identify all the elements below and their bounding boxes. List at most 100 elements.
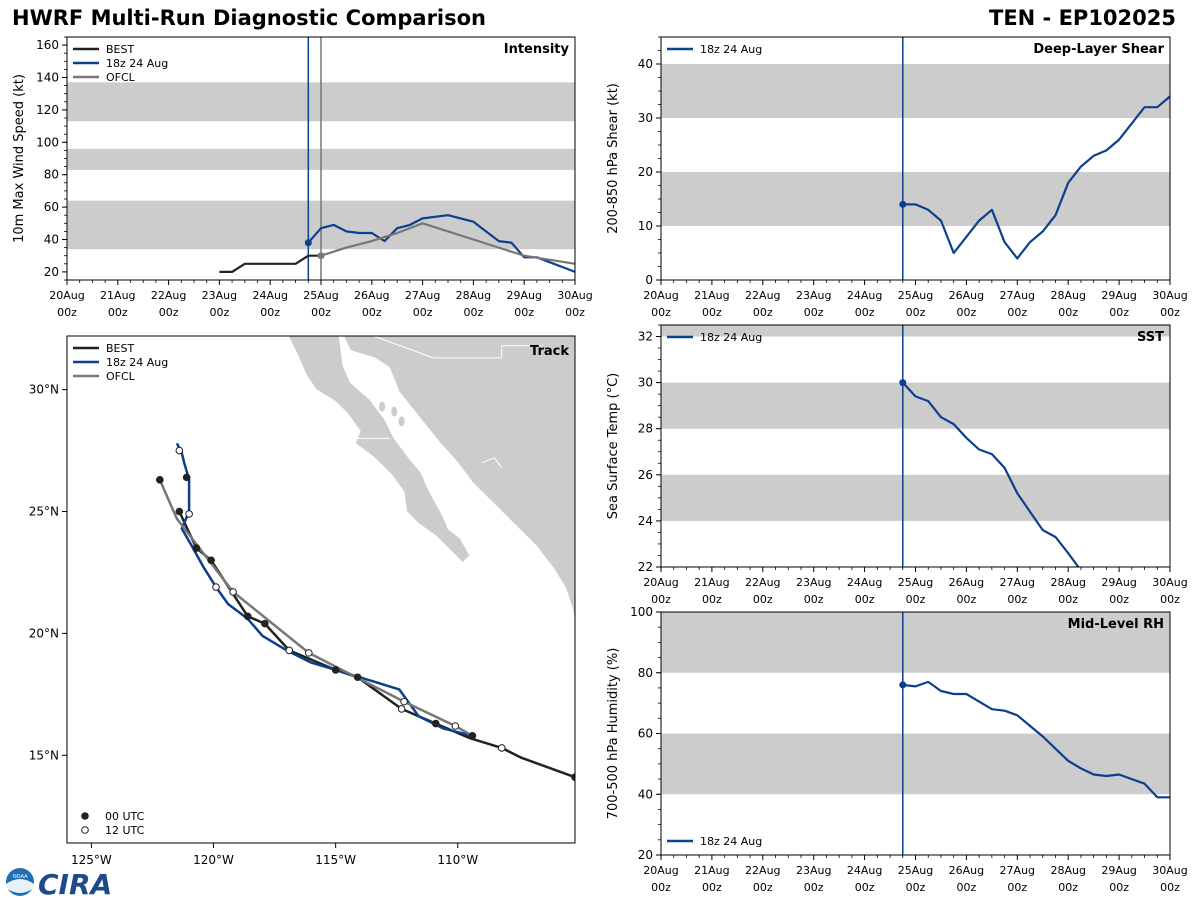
x-tick-day: 27Aug	[1000, 576, 1035, 589]
shaded-band	[661, 474, 1170, 521]
lat-tick-label: 25°N	[29, 505, 59, 519]
series-start-marker	[304, 239, 312, 247]
island	[379, 401, 386, 412]
y-tick-label: 100	[630, 605, 653, 619]
lon-tick-label: 110°W	[437, 853, 478, 867]
x-tick-day: 26Aug	[949, 864, 984, 877]
x-tick-day: 21Aug	[694, 289, 729, 302]
shaded-band	[661, 612, 1170, 673]
x-tick-day: 24Aug	[252, 289, 287, 302]
track-marker-filled	[331, 666, 340, 674]
y-tick-label: 26	[638, 468, 653, 482]
x-tick-day: 20Aug	[49, 289, 84, 302]
x-tick-day: 26Aug	[949, 289, 984, 302]
track-marker-filled	[571, 773, 575, 781]
series-line-run	[902, 95, 1171, 260]
track-marker-filled	[182, 473, 191, 482]
y-tick-label: 100	[36, 135, 59, 149]
x-tick-hour: 00z	[1007, 881, 1027, 894]
series-line-ofcl	[320, 222, 576, 265]
x-tick-day: 28Aug	[1050, 576, 1085, 589]
series-line-best	[219, 254, 321, 273]
x-tick-hour: 00z	[957, 306, 977, 319]
track-marker-open	[400, 697, 408, 706]
country-border	[372, 336, 544, 359]
land-mainland	[343, 336, 575, 625]
x-tick-hour: 00z	[804, 593, 824, 606]
x-tick-hour: 00z	[753, 593, 773, 606]
track-marker-filled	[261, 619, 269, 628]
lon-tick-label: 115°W	[315, 853, 356, 867]
x-tick-hour: 00z	[702, 593, 722, 606]
panel-title: Intensity	[504, 42, 570, 57]
x-tick-day: 21Aug	[694, 864, 729, 877]
panel-title: Deep-Layer Shear	[1033, 42, 1164, 57]
panel-rh: 20 40 60 80 100 20Aug 00z 21Aug 00z 22Aug 00z 23Aug…	[606, 605, 1188, 894]
x-tick-hour: 00z	[957, 881, 977, 894]
x-tick-hour: 00z	[57, 306, 77, 319]
track-line-best	[178, 510, 575, 779]
track-marker-filled	[468, 731, 477, 740]
x-tick-hour: 00z	[1160, 593, 1180, 606]
y-axis-label: 10m Max Wind Speed (kt)	[12, 74, 27, 243]
x-tick-day: 22Aug	[151, 289, 186, 302]
track-marker-open	[212, 583, 220, 591]
x-tick-day: 25Aug	[898, 864, 933, 877]
y-tick-label: 40	[638, 787, 653, 801]
x-tick-day: 28Aug	[1050, 289, 1085, 302]
x-tick-hour: 00z	[753, 881, 773, 894]
x-tick-day: 30Aug	[1152, 289, 1187, 302]
y-tick-label: 10	[638, 219, 653, 233]
x-tick-day: 28Aug	[456, 289, 491, 302]
x-tick-hour: 00z	[753, 306, 773, 319]
y-tick-label: 20	[44, 265, 59, 279]
track-marker-filled	[207, 556, 215, 565]
x-tick-day: 23Aug	[796, 576, 831, 589]
x-tick-day: 22Aug	[745, 289, 780, 302]
x-tick-hour: 00z	[1058, 593, 1078, 606]
cira-logo: NOAA CIRA	[6, 868, 112, 900]
state-border	[482, 457, 503, 468]
y-tick-label: 60	[638, 727, 653, 741]
x-tick-day: 23Aug	[796, 289, 831, 302]
figure-title: HWRF Multi-Run Diagnostic Comparison	[12, 6, 487, 30]
track-marker-open	[185, 510, 193, 518]
series-start-marker	[899, 681, 907, 689]
x-tick-hour: 00z	[906, 593, 926, 606]
x-tick-day: 29Aug	[506, 289, 541, 302]
x-tick-hour: 00z	[514, 306, 534, 319]
x-tick-day: 29Aug	[1101, 576, 1136, 589]
x-tick-hour: 00z	[260, 306, 280, 319]
legend-label: 18z 24 Aug	[700, 835, 762, 848]
x-tick-hour: 00z	[804, 306, 824, 319]
x-tick-hour: 00z	[311, 306, 331, 319]
series-line-run	[902, 680, 1170, 799]
x-tick-day: 24Aug	[847, 864, 882, 877]
legend-marker-filled	[81, 812, 89, 820]
lon-tick-label: 125°W	[71, 853, 112, 867]
x-tick-hour: 00z	[957, 593, 977, 606]
marker-legend-label: 12 UTC	[105, 824, 145, 837]
y-tick-label: 32	[638, 330, 653, 344]
marker-legend-label: 00 UTC	[105, 810, 145, 823]
x-tick-hour: 00z	[804, 881, 824, 894]
panel-track: 125°W 120°W 115°W 110°W 15°N 20°N 25°N 30°N Trac…	[29, 335, 576, 867]
x-tick-hour: 00z	[906, 881, 926, 894]
y-tick-label: 30	[638, 111, 653, 125]
y-tick-label: 40	[44, 233, 59, 247]
series-start-marker	[899, 379, 907, 387]
series-start-marker	[317, 252, 325, 260]
track-marker-open	[397, 705, 406, 713]
series-line-run	[901, 381, 1080, 568]
island	[391, 406, 398, 417]
x-tick-hour: 00z	[1058, 881, 1078, 894]
track-marker-open	[497, 744, 506, 752]
x-tick-day: 24Aug	[847, 576, 882, 589]
shaded-band	[661, 64, 1170, 118]
track-line-run	[175, 442, 473, 738]
y-tick-label: 20	[638, 165, 653, 179]
legend-marker-open	[81, 826, 89, 834]
x-tick-hour: 00z	[702, 306, 722, 319]
legend-label: BEST	[106, 342, 134, 355]
track-marker-open	[285, 646, 294, 655]
